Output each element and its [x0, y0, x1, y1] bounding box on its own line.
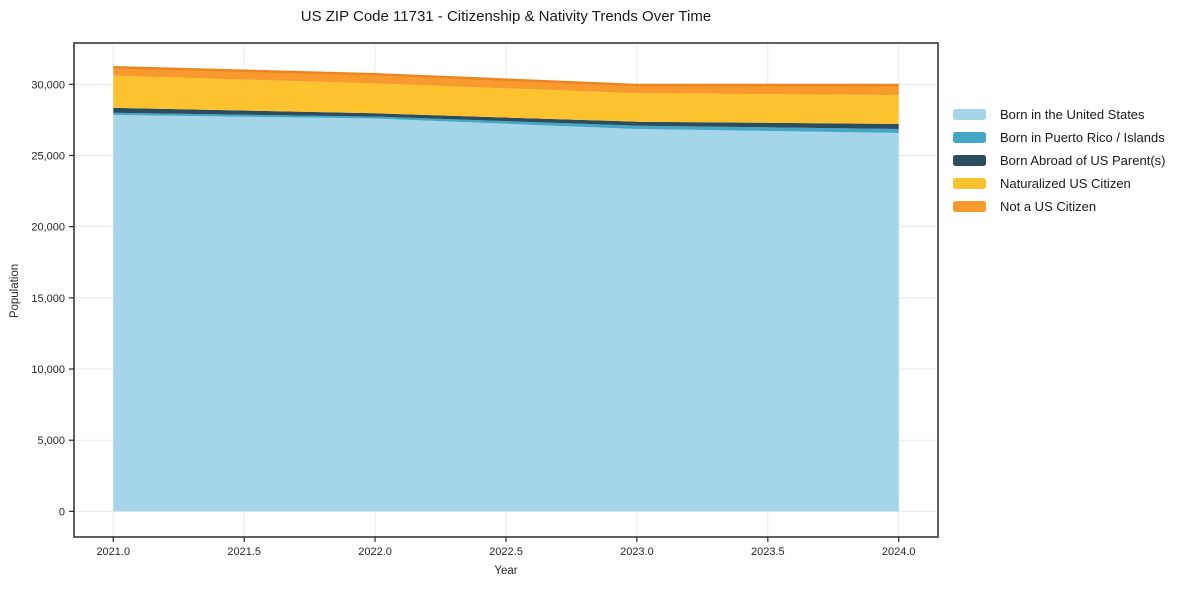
legend-swatch — [953, 155, 986, 166]
legend-swatch — [953, 201, 986, 212]
legend-swatch — [953, 132, 986, 143]
y-tick-label: 10,000 — [31, 364, 65, 376]
y-tick-label: 30,000 — [31, 79, 65, 91]
x-tick-label: 2021.0 — [96, 546, 130, 558]
legend-swatch — [953, 109, 986, 120]
x-tick-label: 2023.5 — [751, 546, 785, 558]
y-tick-label: 25,000 — [31, 150, 65, 162]
legend-label: Naturalized US Citizen — [1000, 176, 1131, 191]
x-tick-label: 2023.0 — [620, 546, 654, 558]
legend: Born in the United States Born in Puerto … — [953, 107, 1166, 223]
legend-label: Born in the United States — [1000, 107, 1145, 122]
y-tick-label: 20,000 — [31, 222, 65, 234]
area-series-2 — [113, 107, 899, 129]
legend-item: Born in the United States — [953, 107, 1165, 122]
legend-swatch — [953, 178, 986, 189]
legend-item: Not a US Citizen — [953, 199, 1165, 214]
legend-label: Born in Puerto Rico / Islands — [1000, 130, 1165, 145]
y-tick-label: 5,000 — [37, 435, 65, 447]
stack-top-edge — [113, 66, 899, 87]
area-series-0 — [113, 114, 899, 512]
legend-label: Born Abroad of US Parent(s) — [1000, 153, 1166, 168]
legend-item: Born in Puerto Rico / Islands — [953, 130, 1165, 145]
x-tick-label: 2024.0 — [882, 546, 916, 558]
area-series-3 — [113, 75, 899, 124]
legend-item: Born Abroad of US Parent(s) — [953, 153, 1166, 168]
legend-item: Naturalized US Citizen — [953, 176, 1165, 191]
x-tick-label: 2022.5 — [489, 546, 523, 558]
area-series-1 — [113, 112, 899, 133]
chart-title: US ZIP Code 11731 - Citizenship & Nativi… — [300, 8, 712, 25]
x-tick-label: 2022.0 — [358, 546, 392, 558]
x-tick-label: 2021.5 — [227, 546, 261, 558]
y-tick-label: 15,000 — [31, 293, 65, 305]
x-axis-label: Year — [494, 565, 518, 577]
legend-label: Not a US Citizen — [1000, 199, 1097, 214]
y-axis-label: Population — [9, 263, 21, 319]
y-tick-label: 0 — [59, 506, 65, 518]
area-series-4 — [113, 67, 899, 95]
